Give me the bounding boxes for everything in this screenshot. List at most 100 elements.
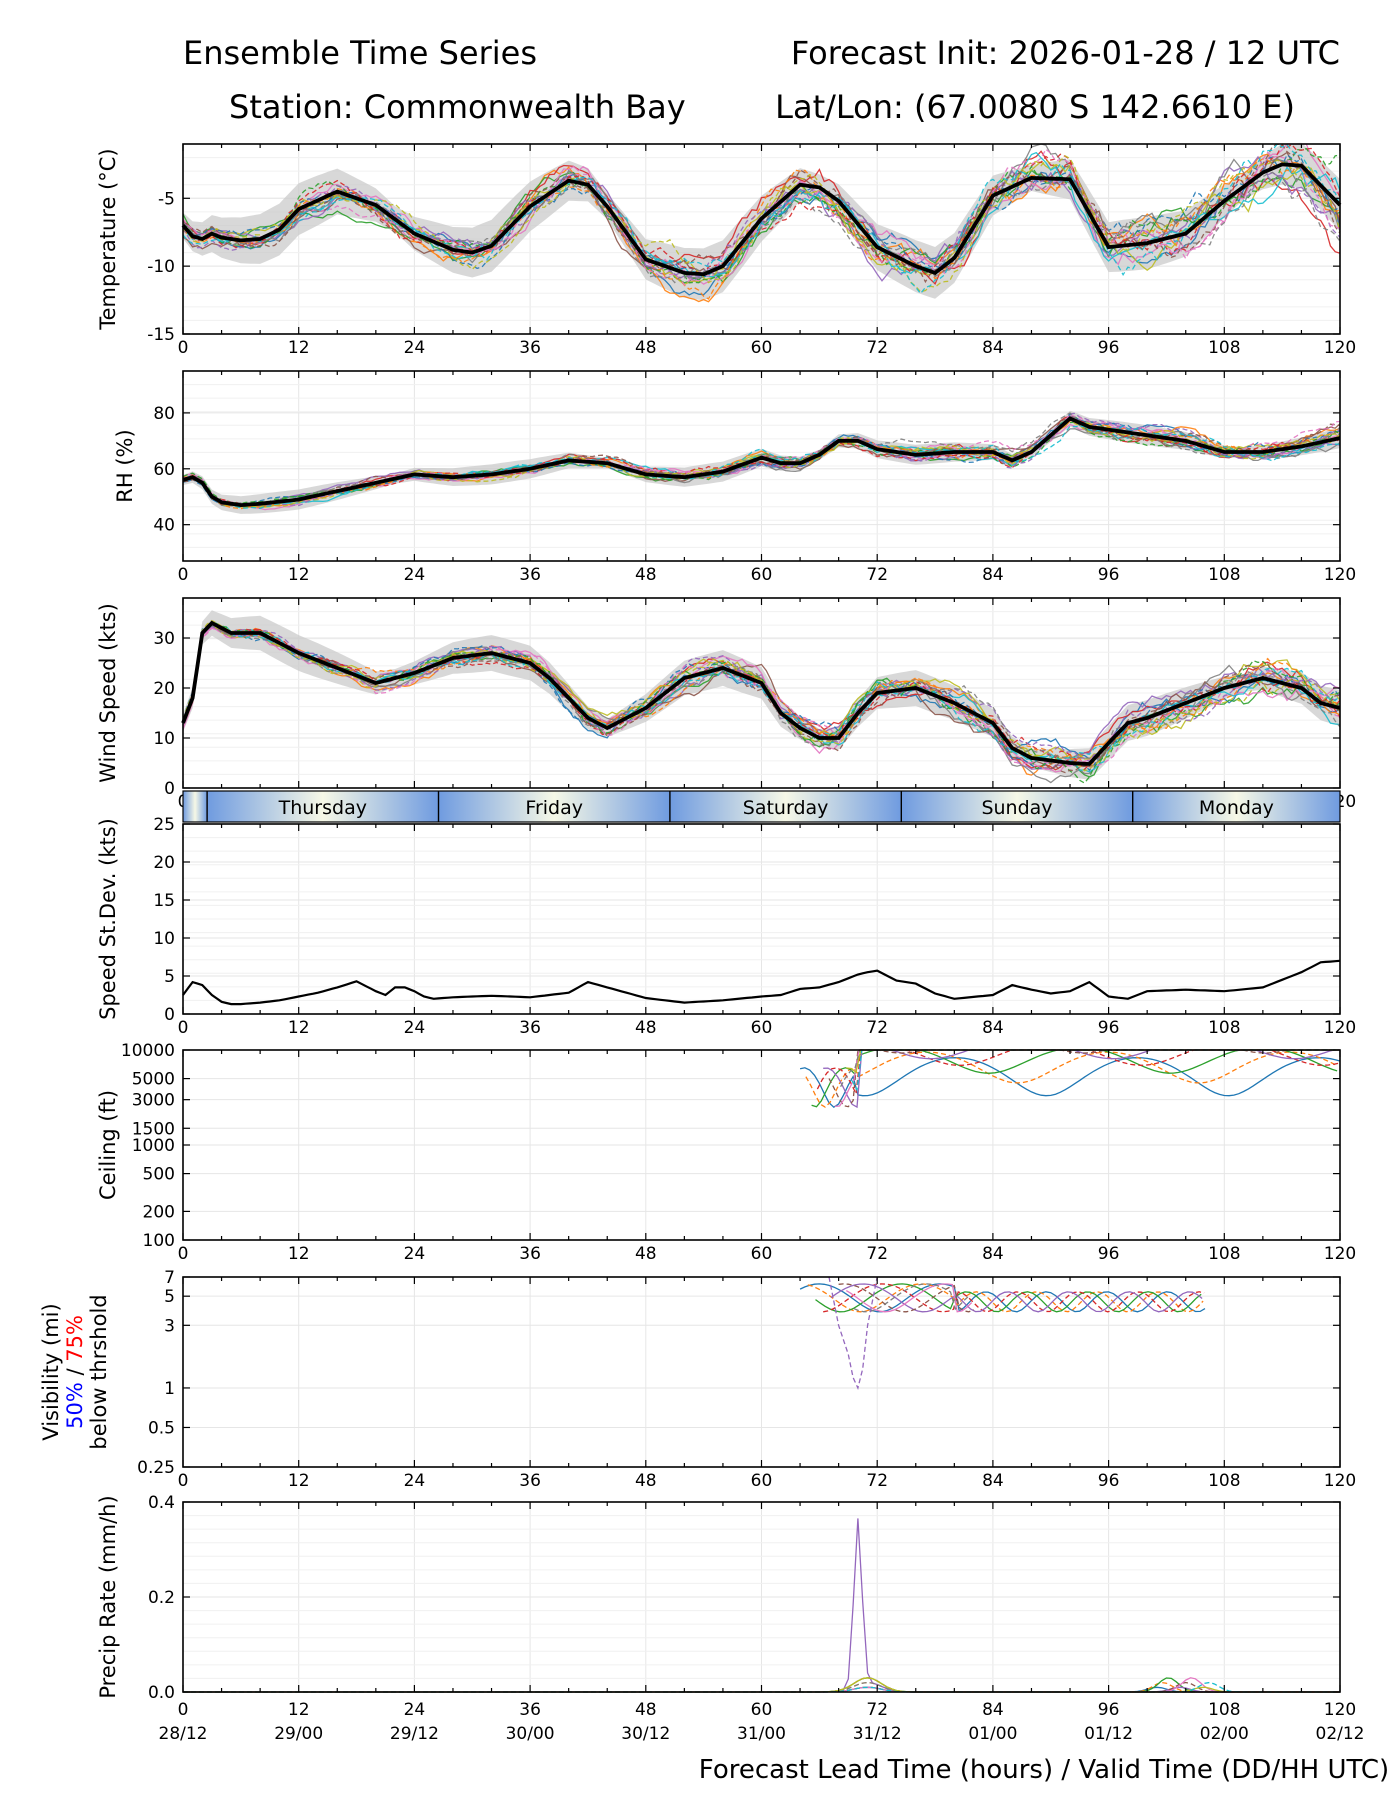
x-tick-label: 72: [866, 1018, 888, 1038]
series-group: [182, 959, 1341, 1006]
x-tick-label: 24: [404, 338, 426, 358]
x-tick-label: 84: [982, 1244, 1004, 1264]
y-axis-label: Temperature (°C): [96, 148, 120, 330]
x-tick-label: 0: [178, 1700, 189, 1720]
x-ticks: [182, 371, 1341, 561]
x-tick-label: 24: [404, 1018, 426, 1038]
x-tick-label: 60: [751, 1471, 773, 1491]
y-ticks: 25 20 15 10 5 0: [153, 815, 1340, 1025]
y-tick-label: 0: [164, 779, 175, 799]
grid-lines: [183, 823, 1340, 1015]
y-tick-label: 20: [153, 853, 175, 873]
x-tick-label: 0: [178, 1471, 189, 1491]
x-tick-label: 48: [635, 1700, 657, 1720]
ensemble-member-line: [838, 1283, 974, 1313]
y-axis-label: Speed St.Dev. (kts): [96, 818, 120, 1020]
x-tick-label: 12: [288, 1244, 310, 1264]
ensemble-mean-line: [182, 416, 1341, 508]
ensemble-mean-line: [181, 162, 1342, 277]
x-tick-label: 96: [1098, 1018, 1120, 1038]
x-tick-label: 84: [982, 1018, 1004, 1038]
y-tick-label: 10: [153, 729, 175, 749]
x-tick-label: 108: [1208, 1471, 1240, 1491]
ensemble-member-line: [805, 1051, 1337, 1108]
valid-time-label: 31/00: [737, 1724, 786, 1744]
y-tick-label: -15: [147, 325, 175, 345]
x-tick-label: 120: [1324, 1700, 1356, 1720]
day-label: Sunday: [981, 797, 1052, 819]
day-label: Monday: [1199, 797, 1274, 819]
ensemble-member-line: [828, 1049, 1340, 1108]
x-tick-label: 108: [1208, 565, 1240, 585]
ensemble-member-line: [182, 418, 1341, 510]
valid-time-label: 28/12: [159, 1724, 208, 1744]
x-tick-label: 0: [178, 338, 189, 358]
x-tick-label: 108: [1208, 1244, 1240, 1264]
ensemble-member-line: [823, 1283, 1205, 1313]
x-tick-label: 108: [1208, 1700, 1240, 1720]
threshold-75: 75%: [63, 1315, 87, 1362]
y-tick-label: 5000: [132, 1070, 175, 1090]
y-axis-label-thresholds: 50% / 75%: [63, 1315, 87, 1429]
x-tick-label: 72: [866, 1471, 888, 1491]
x-tick-label: 12: [288, 1700, 310, 1720]
x-tick-label: 48: [635, 1018, 657, 1038]
y-tick-label: 200: [143, 1202, 175, 1222]
valid-time-label: 31/12: [853, 1724, 902, 1744]
valid-time-label: 30/00: [506, 1724, 555, 1744]
stdev-line: [182, 959, 1341, 1006]
ensemble-member-line: [845, 1283, 973, 1313]
grid-lines: [183, 1049, 1340, 1241]
ensemble-member-line: [182, 416, 1341, 508]
x-tick-label: 84: [982, 1700, 1004, 1720]
title-left-1: Ensemble Time Series: [183, 34, 537, 72]
x-tick-label: 12: [288, 1471, 310, 1491]
x-tick-label: 12: [288, 1018, 310, 1038]
day-label: Saturday: [743, 797, 829, 819]
x-tick-label: 96: [1098, 1244, 1120, 1264]
x-tick-label: 36: [519, 338, 541, 358]
panel-visibility: 0 12 24 36 48 60 72 84 96 108 120 75 3 1 0.5 0.25 Visibi…: [39, 1268, 1356, 1491]
title-left-2: Station: Commonwealth Bay: [229, 88, 686, 126]
x-tick-label: 72: [866, 338, 888, 358]
ensemble-member-line: [828, 1276, 878, 1390]
y-tick-label: 60: [153, 460, 175, 480]
ensemble-member-line: [830, 1283, 1203, 1313]
x-tick-label: 36: [519, 1018, 541, 1038]
y-tick-label: -10: [147, 257, 175, 277]
x-tick-label: 24: [404, 1244, 426, 1264]
chart-titles: Ensemble Time Series Forecast Init: 2026…: [183, 34, 1340, 126]
y-ticks: 80 60 40: [153, 404, 1340, 536]
ensemble-member-line: [182, 171, 1341, 284]
day-label: Friday: [525, 797, 583, 819]
x-tick-label: 120: [1324, 565, 1356, 585]
ensemble-member-line: [815, 1283, 1202, 1313]
panel-wind: 012243648607284961081203020100Wind Speed…: [96, 597, 1356, 812]
x-tick-label: 60: [751, 565, 773, 585]
x-tick-label: 60: [751, 338, 773, 358]
x-tick-label: 0: [178, 1244, 189, 1264]
day-band: Thursday Friday Saturday Sunday Monday: [182, 790, 1341, 823]
ensemble-member-line: [182, 621, 1341, 767]
valid-time-label: 01/12: [1084, 1724, 1133, 1744]
x-tick-label: 60: [751, 1018, 773, 1038]
x-tick-label: 36: [519, 1244, 541, 1264]
x-tick-label: 72: [866, 1244, 888, 1264]
x-tick-label: 72: [866, 1700, 888, 1720]
valid-time-label: 29/00: [274, 1724, 323, 1744]
x-tick-label: 84: [982, 338, 1004, 358]
x-tick-label: 24: [404, 565, 426, 585]
x-tick-label: 12: [288, 338, 310, 358]
valid-time-label: 02/12: [1316, 1724, 1365, 1744]
y-tick-label: 0.4: [148, 1493, 175, 1513]
y-tick-label: 10000: [121, 1041, 175, 1061]
day-band-segment: [438, 791, 670, 822]
day-band-segment: [1132, 791, 1340, 822]
y-tick-label: 500: [143, 1165, 175, 1185]
y-ticks: 30 20 10 0: [153, 629, 1340, 799]
bottom-axis: 0 28/12 12 29/00 24 29/12 36 30/00 48 30/12 60 31/0…: [159, 1700, 1365, 1744]
x-tick-label: 72: [866, 565, 888, 585]
x-tick-label: 60: [751, 1700, 773, 1720]
